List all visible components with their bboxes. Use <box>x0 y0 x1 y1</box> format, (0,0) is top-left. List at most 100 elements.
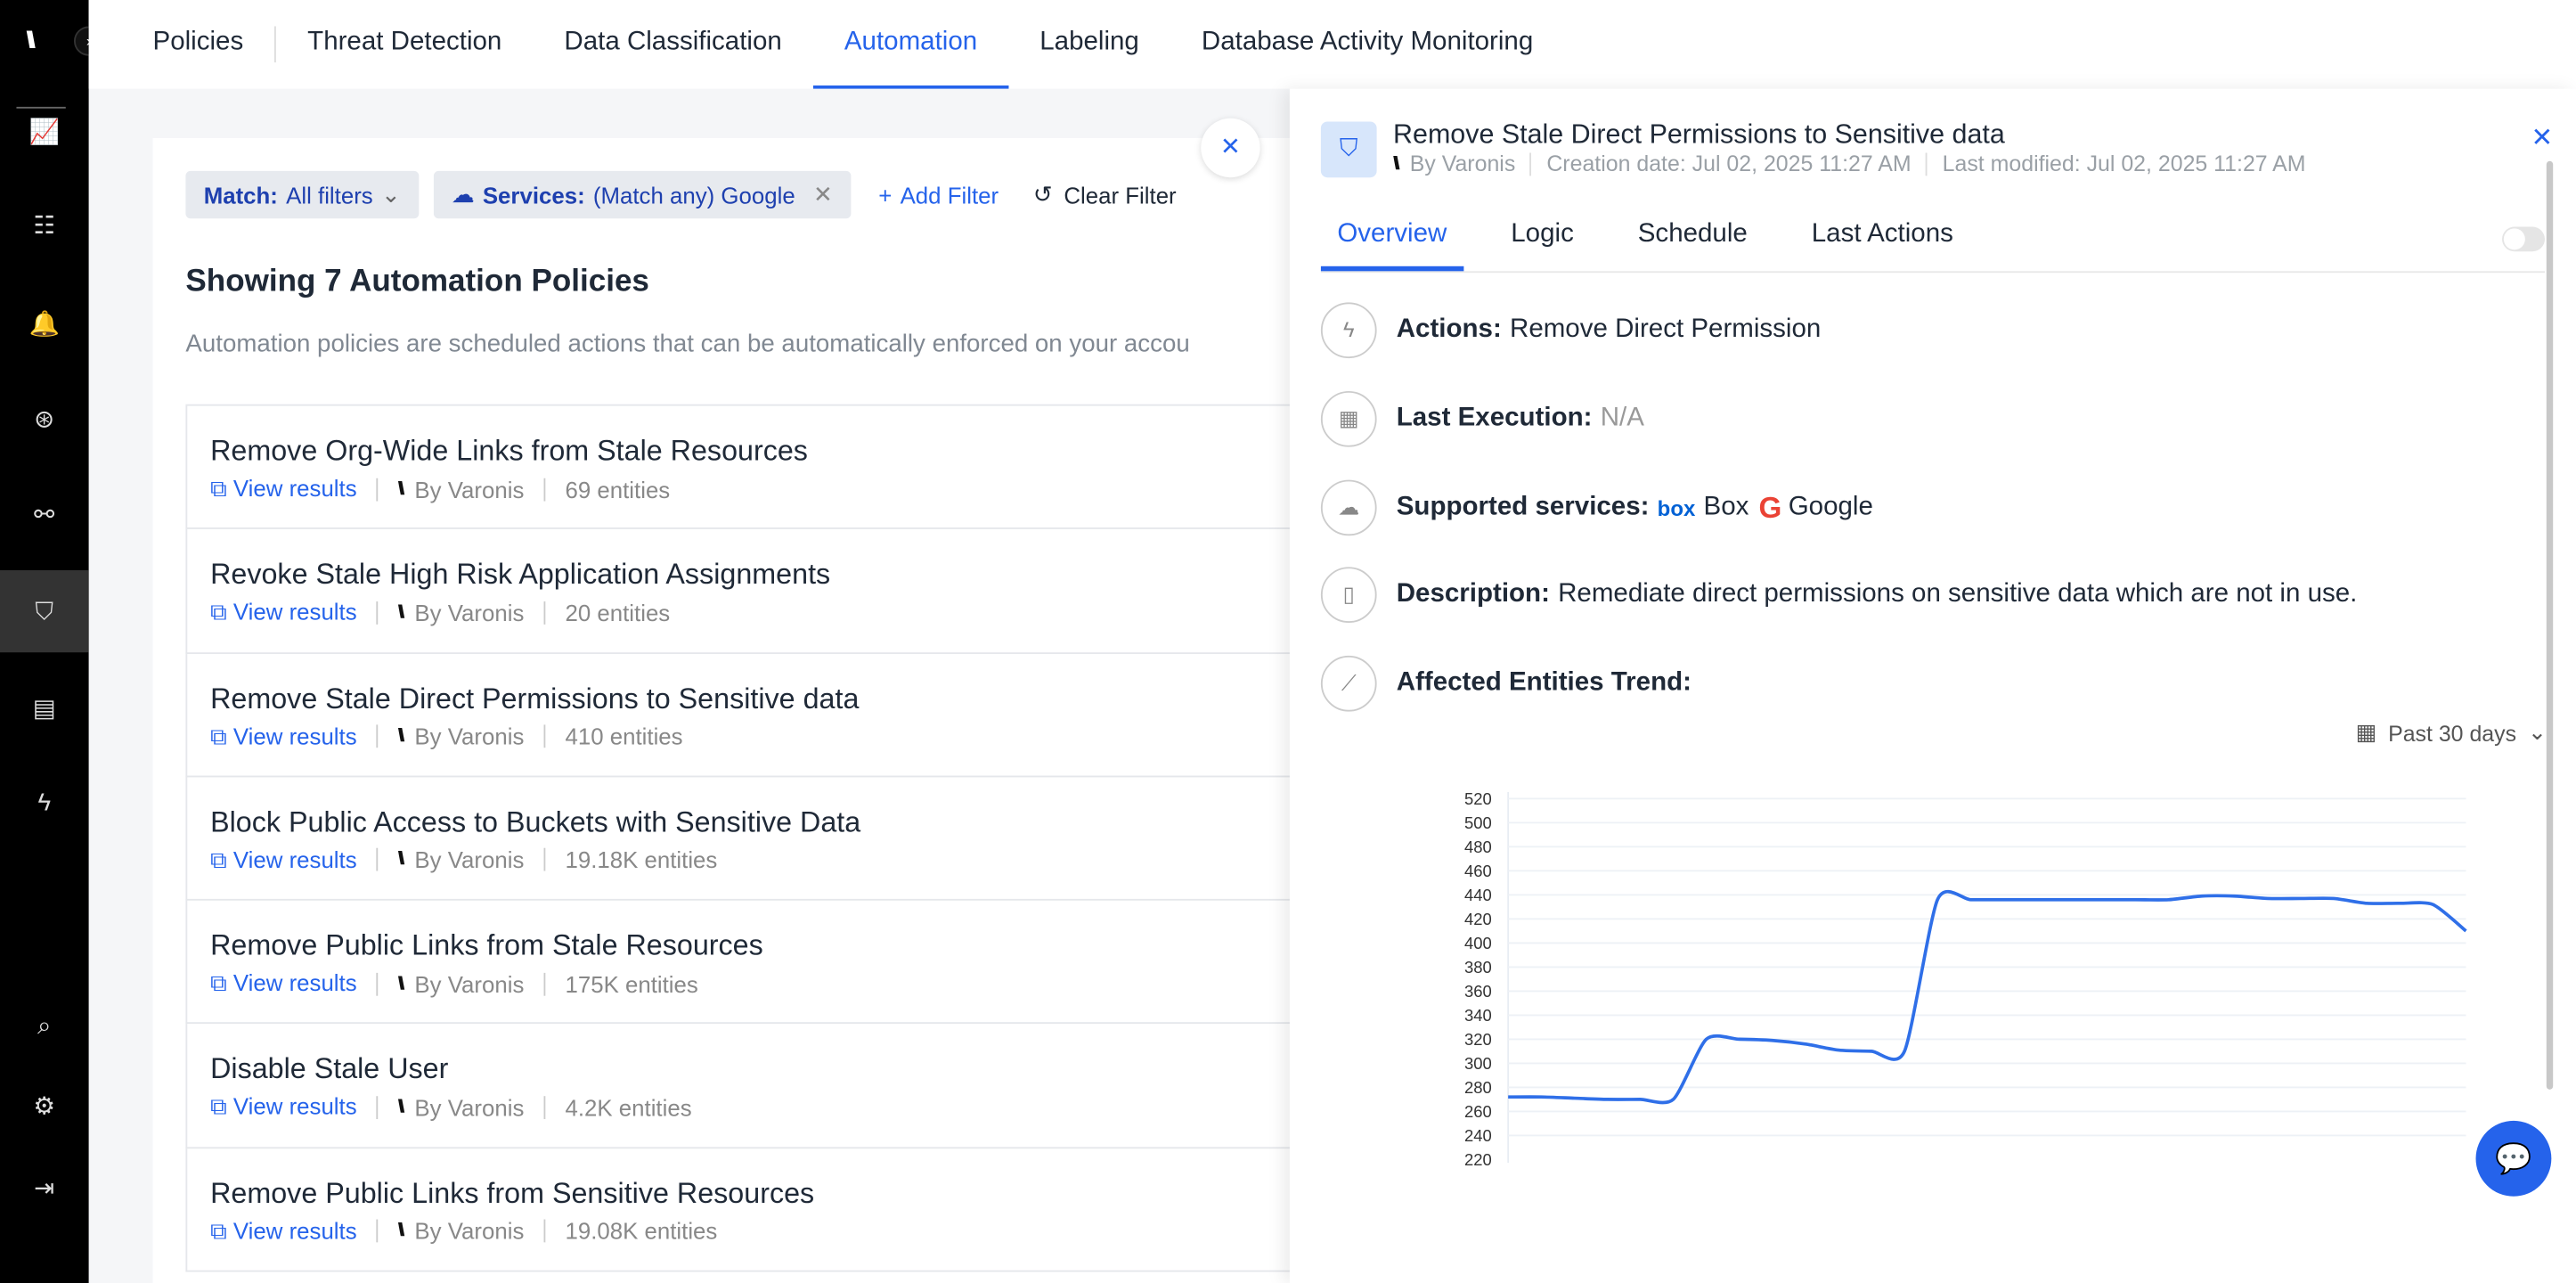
scrollbar[interactable] <box>2546 160 2554 1090</box>
author: By Varonis <box>414 970 525 997</box>
tab-automation[interactable]: Automation <box>812 0 1009 89</box>
y-tick-label: 260 <box>1464 1102 1492 1121</box>
report-icon[interactable]: ▤ <box>32 695 56 723</box>
tab-data-classification[interactable]: Data Classification <box>564 28 782 56</box>
remove-filter-icon[interactable]: ✕ <box>812 180 833 208</box>
view-results-link[interactable]: ⧉ View results <box>210 475 357 503</box>
policy-title[interactable]: Remove Org-Wide Links from Stale Resourc… <box>210 433 808 467</box>
tab-overview[interactable]: Overview <box>1320 204 1463 272</box>
tab-database-activity-monitoring[interactable]: Database Activity Monitoring <box>1201 28 1534 56</box>
external-link-icon: ⧉ <box>210 722 227 749</box>
table-row[interactable]: Revoke Stale High Risk Application Assig… <box>185 529 1336 654</box>
view-results-link[interactable]: ⧉ View results <box>210 1093 357 1121</box>
policy-meta: ⧉ View results \\ By Varonis 69 entities <box>210 475 1313 503</box>
page-description: Automation policies are scheduled action… <box>185 330 1190 359</box>
policy-title[interactable]: Disable Stale User <box>210 1052 449 1086</box>
chevron-down-icon: ⌄ <box>2527 719 2547 745</box>
creation-date: Creation date: Jul 02, 2025 11:27 AM <box>1546 151 1912 176</box>
view-results-label: View results <box>232 1217 357 1244</box>
entity-count: 19.18K entities <box>565 846 718 874</box>
tab-logic[interactable]: Logic <box>1511 220 1574 249</box>
entity-count: 175K entities <box>565 970 698 997</box>
match-value: All filters <box>286 181 373 208</box>
view-results-link[interactable]: ⧉ View results <box>210 846 357 874</box>
gear-icon[interactable]: ⚙ <box>33 1092 56 1121</box>
y-tick-label: 220 <box>1464 1150 1492 1169</box>
page-title: Showing 7 Automation Policies <box>185 264 649 299</box>
policy-title[interactable]: Remove Public Links from Sensitive Resou… <box>210 1176 815 1210</box>
description-value: Remediate direct permissions on sensitiv… <box>1558 580 2358 609</box>
tab-threat-detection[interactable]: Threat Detection <box>307 28 502 56</box>
y-tick-label: 400 <box>1464 934 1492 952</box>
cloud-icon: ☁ <box>451 180 475 208</box>
close-panel-button[interactable]: ✕ <box>1201 118 1260 178</box>
table-row[interactable]: Disable Stale User ⧉ View results \\ By Var… <box>185 1024 1336 1148</box>
policy-title[interactable]: Block Public Access to Buckets with Sens… <box>210 805 861 838</box>
logout-icon[interactable]: ⇥ <box>34 1174 55 1204</box>
match-label: Match: <box>203 181 278 208</box>
add-filter-button[interactable]: + Add Filter <box>878 182 999 208</box>
tab-labeling[interactable]: Labeling <box>1039 28 1139 56</box>
policy-meta: ⧉ View results \\ By Varonis 175K entities <box>210 970 1313 998</box>
external-link-icon: ⧉ <box>210 598 227 625</box>
calendar-clock-icon: ▦ <box>1320 390 1377 447</box>
search-icon[interactable]: ⌕ <box>37 1011 52 1040</box>
shield-check-icon: ⛉ <box>1320 121 1377 178</box>
shield-check-icon[interactable]: ⛉ <box>0 570 89 653</box>
external-link-icon: ⧉ <box>210 846 227 873</box>
match-filter-dropdown[interactable]: Match: All filters ⌄ <box>185 170 419 219</box>
close-icon[interactable]: ✕ <box>2531 125 2554 153</box>
table-row[interactable]: Remove Org-Wide Links from Stale Resourc… <box>185 405 1336 530</box>
sidebar: \\\ › 📈☷🔔⊛⚯⛉▤ϟ⌕⚙⇥ <box>0 0 104 1283</box>
y-tick-label: 280 <box>1464 1078 1492 1097</box>
table-row[interactable]: Remove Public Links from Stale Resources… <box>185 901 1336 1025</box>
view-results-link[interactable]: ⧉ View results <box>210 1217 357 1245</box>
table-row[interactable]: Remove Stale Direct Permissions to Sensi… <box>185 653 1336 778</box>
table-row[interactable]: Remove Public Links from Sensitive Resou… <box>185 1148 1336 1272</box>
date-range-dropdown[interactable]: ▦ Past 30 days ⌄ <box>2356 720 2547 747</box>
add-filter-label: Add Filter <box>900 181 999 208</box>
view-results-link[interactable]: ⧉ View results <box>210 599 357 626</box>
dashboard-icon[interactable]: 📈 <box>29 118 61 147</box>
varonis-logo-icon: \\ <box>397 478 405 499</box>
threat-icon[interactable]: ⊛ <box>34 405 55 434</box>
y-tick-label: 320 <box>1464 1030 1492 1049</box>
view-results-link[interactable]: ⧉ View results <box>210 970 357 998</box>
external-link-icon: ⧉ <box>210 1217 227 1244</box>
date-range-value: Past 30 days <box>2388 720 2517 746</box>
policy-title[interactable]: Remove Stale Direct Permissions to Sensi… <box>210 681 860 715</box>
supported-services-row: ☁ Supported services: box Box G Google <box>1320 479 1873 536</box>
trend-line <box>1508 889 2467 1105</box>
policies-card: Match: All filters ⌄ ☁ Services: (Match any)… <box>152 137 1336 1283</box>
clear-filter-button[interactable]: ↺ Clear Filter <box>1033 181 1177 208</box>
policy-meta: ⧉ View results \\ By Varonis 19.08K entities <box>210 1217 1313 1245</box>
policy-title[interactable]: Revoke Stale High Risk Application Assig… <box>210 557 831 591</box>
trend-label: Affected Entities Trend: <box>1396 668 1692 698</box>
y-tick-label: 500 <box>1464 813 1492 832</box>
lightning-icon[interactable]: ϟ <box>37 788 52 816</box>
actions-value: Remove Direct Permission <box>1510 315 1822 344</box>
view-results-label: View results <box>232 475 357 502</box>
view-results-link[interactable]: ⧉ View results <box>210 723 357 750</box>
policy-enabled-toggle[interactable] <box>2502 226 2545 252</box>
policy-list: Remove Org-Wide Links from Stale Resourc… <box>185 404 1336 1272</box>
tab-schedule[interactable]: Schedule <box>1637 220 1748 249</box>
table-row[interactable]: Block Public Access to Buckets with Sens… <box>185 777 1336 902</box>
filters-icon[interactable]: ☷ <box>33 211 56 241</box>
chat-icon: 💬 <box>2495 1141 2532 1175</box>
chat-button[interactable]: 💬 <box>2475 1120 2552 1197</box>
policy-meta: ⧉ View results \\ By Varonis 410 entities <box>210 723 1313 750</box>
y-tick-label: 460 <box>1464 862 1492 880</box>
clipboard-icon: ▯ <box>1320 567 1377 624</box>
y-tick-label: 300 <box>1464 1054 1492 1073</box>
policy-title[interactable]: Remove Public Links from Stale Resources <box>210 928 763 962</box>
varonis-logo[interactable]: \\\ <box>26 26 36 53</box>
bell-icon[interactable]: 🔔 <box>29 310 61 339</box>
tab-last-actions[interactable]: Last Actions <box>1811 220 1953 249</box>
google-logo-icon: G <box>1758 490 1782 524</box>
varonis-logo-icon: \\ <box>397 1098 405 1118</box>
services-filter-chip[interactable]: ☁ Services: (Match any) Google ✕ <box>433 170 851 219</box>
y-tick-label: 360 <box>1464 982 1492 1001</box>
graph-icon[interactable]: ⚯ <box>34 501 55 529</box>
tab-policies[interactable]: Policies <box>152 28 244 56</box>
